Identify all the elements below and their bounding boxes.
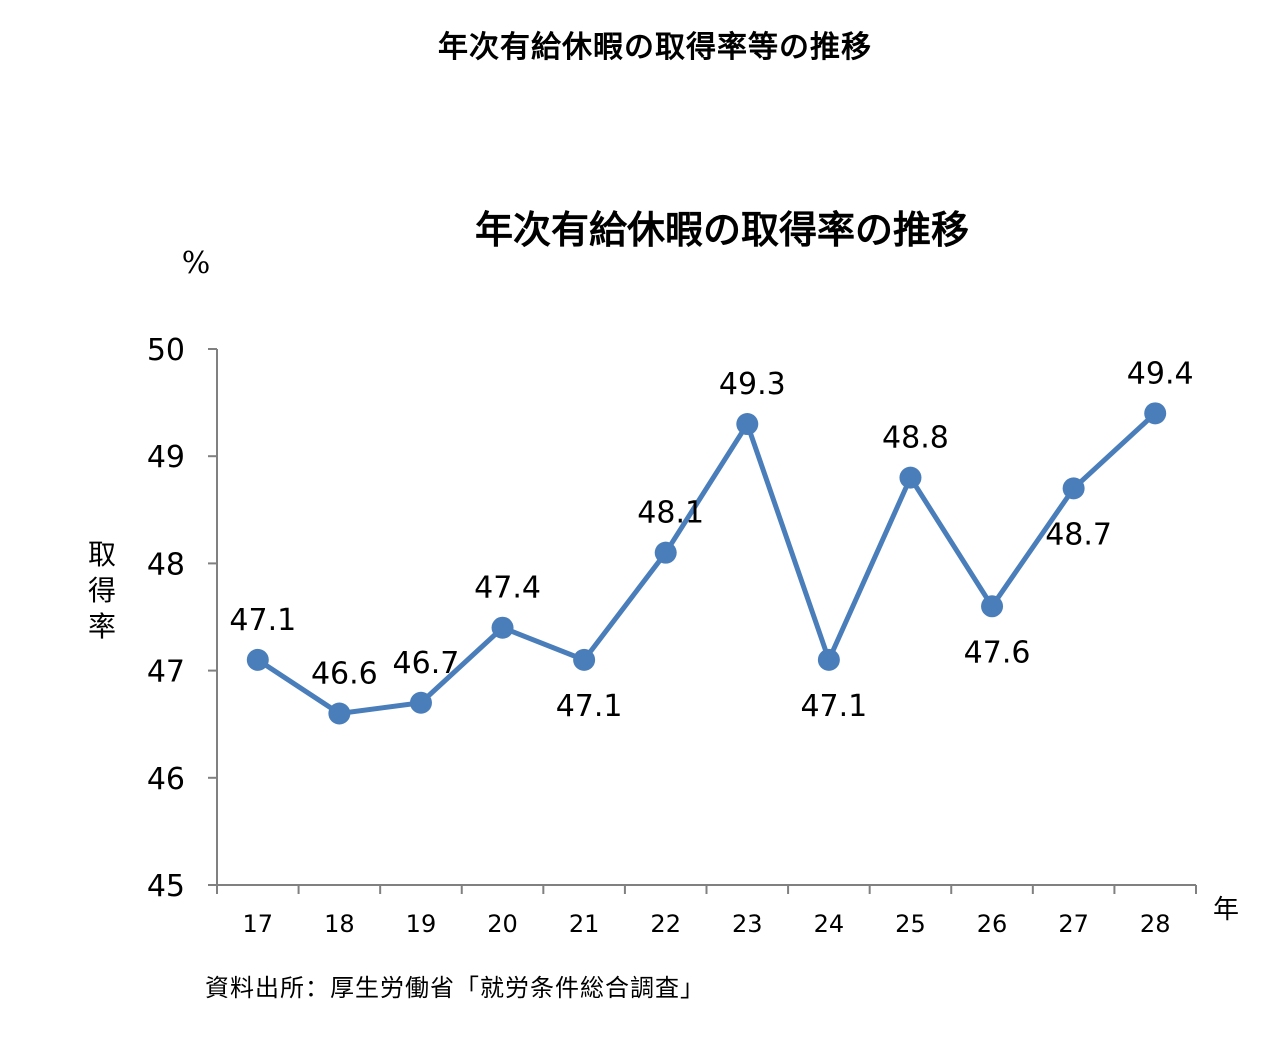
- y-tick-label: 46: [147, 762, 185, 797]
- data-labels: 47.1 46.6 46.7 47.4 47.1 48.1 49.3 47.1 48.8 47.6…: [229, 356, 1193, 724]
- x-tick-label: 24: [814, 910, 845, 938]
- x-tick-label: 17: [243, 910, 274, 938]
- data-point: [246, 648, 269, 671]
- x-tick-label: 18: [324, 910, 355, 938]
- data-point: [1144, 402, 1167, 425]
- data-label: 48.7: [1045, 517, 1112, 552]
- x-axis-title: 年: [1213, 895, 1239, 925]
- data-label: 47.1: [800, 689, 867, 724]
- x-tick-label: 21: [569, 910, 600, 938]
- y-tick-label: 49: [147, 440, 185, 475]
- y-axis-title-char: 取: [88, 538, 116, 571]
- series-line: [246, 402, 1167, 725]
- data-label: 48.8: [882, 421, 949, 456]
- y-tick-label: 48: [147, 547, 185, 582]
- source-note: 資料出所：厚生労働省「就労条件総合調査」: [205, 974, 705, 1002]
- data-point: [328, 702, 351, 725]
- x-tick-label: 20: [487, 910, 518, 938]
- x-tick-label: 19: [406, 910, 437, 938]
- y-tick-labels: 45 46 47 48 49 50: [147, 333, 185, 904]
- data-label: 46.7: [393, 646, 460, 681]
- data-point: [817, 648, 840, 671]
- data-label: 49.3: [719, 367, 786, 402]
- data-point: [899, 466, 922, 489]
- data-label: 47.1: [556, 689, 623, 724]
- axes: [208, 348, 1197, 894]
- x-tick-label: 25: [895, 910, 926, 938]
- data-point: [736, 413, 759, 436]
- series-line-path: [256, 411, 1157, 716]
- data-label: 47.4: [474, 571, 541, 606]
- y-axis-title-char: 率: [88, 610, 116, 643]
- data-point: [491, 616, 514, 639]
- y-tick-label: 47: [147, 655, 185, 690]
- data-label: 47.6: [964, 635, 1031, 670]
- y-unit-label: %: [182, 246, 211, 281]
- data-point: [654, 541, 677, 564]
- data-label: 48.1: [637, 496, 704, 531]
- page-title: 年次有給休暇の取得率等の推移: [438, 30, 872, 65]
- x-tick-label: 28: [1140, 910, 1171, 938]
- data-point: [1062, 477, 1085, 500]
- data-point: [573, 648, 596, 671]
- data-label: 46.6: [311, 656, 378, 691]
- x-tick-label: 27: [1058, 910, 1089, 938]
- data-label: 47.1: [229, 603, 296, 638]
- y-tick-label: 45: [147, 869, 185, 904]
- y-tick-label: 50: [147, 333, 185, 368]
- data-label: 49.4: [1127, 356, 1194, 391]
- x-tick-labels: 17 18 19 20 21 22 23 24 25 26 27 28: [243, 910, 1171, 938]
- data-point: [409, 691, 432, 714]
- x-tick-label: 23: [732, 910, 763, 938]
- chart-title: 年次有給休暇の取得率の推移: [475, 208, 969, 252]
- x-tick-label: 26: [977, 910, 1008, 938]
- y-axis-title-char: 得: [88, 574, 116, 607]
- x-tick-label: 22: [650, 910, 681, 938]
- data-point: [981, 595, 1004, 618]
- y-axis-title: 取得率: [88, 538, 116, 643]
